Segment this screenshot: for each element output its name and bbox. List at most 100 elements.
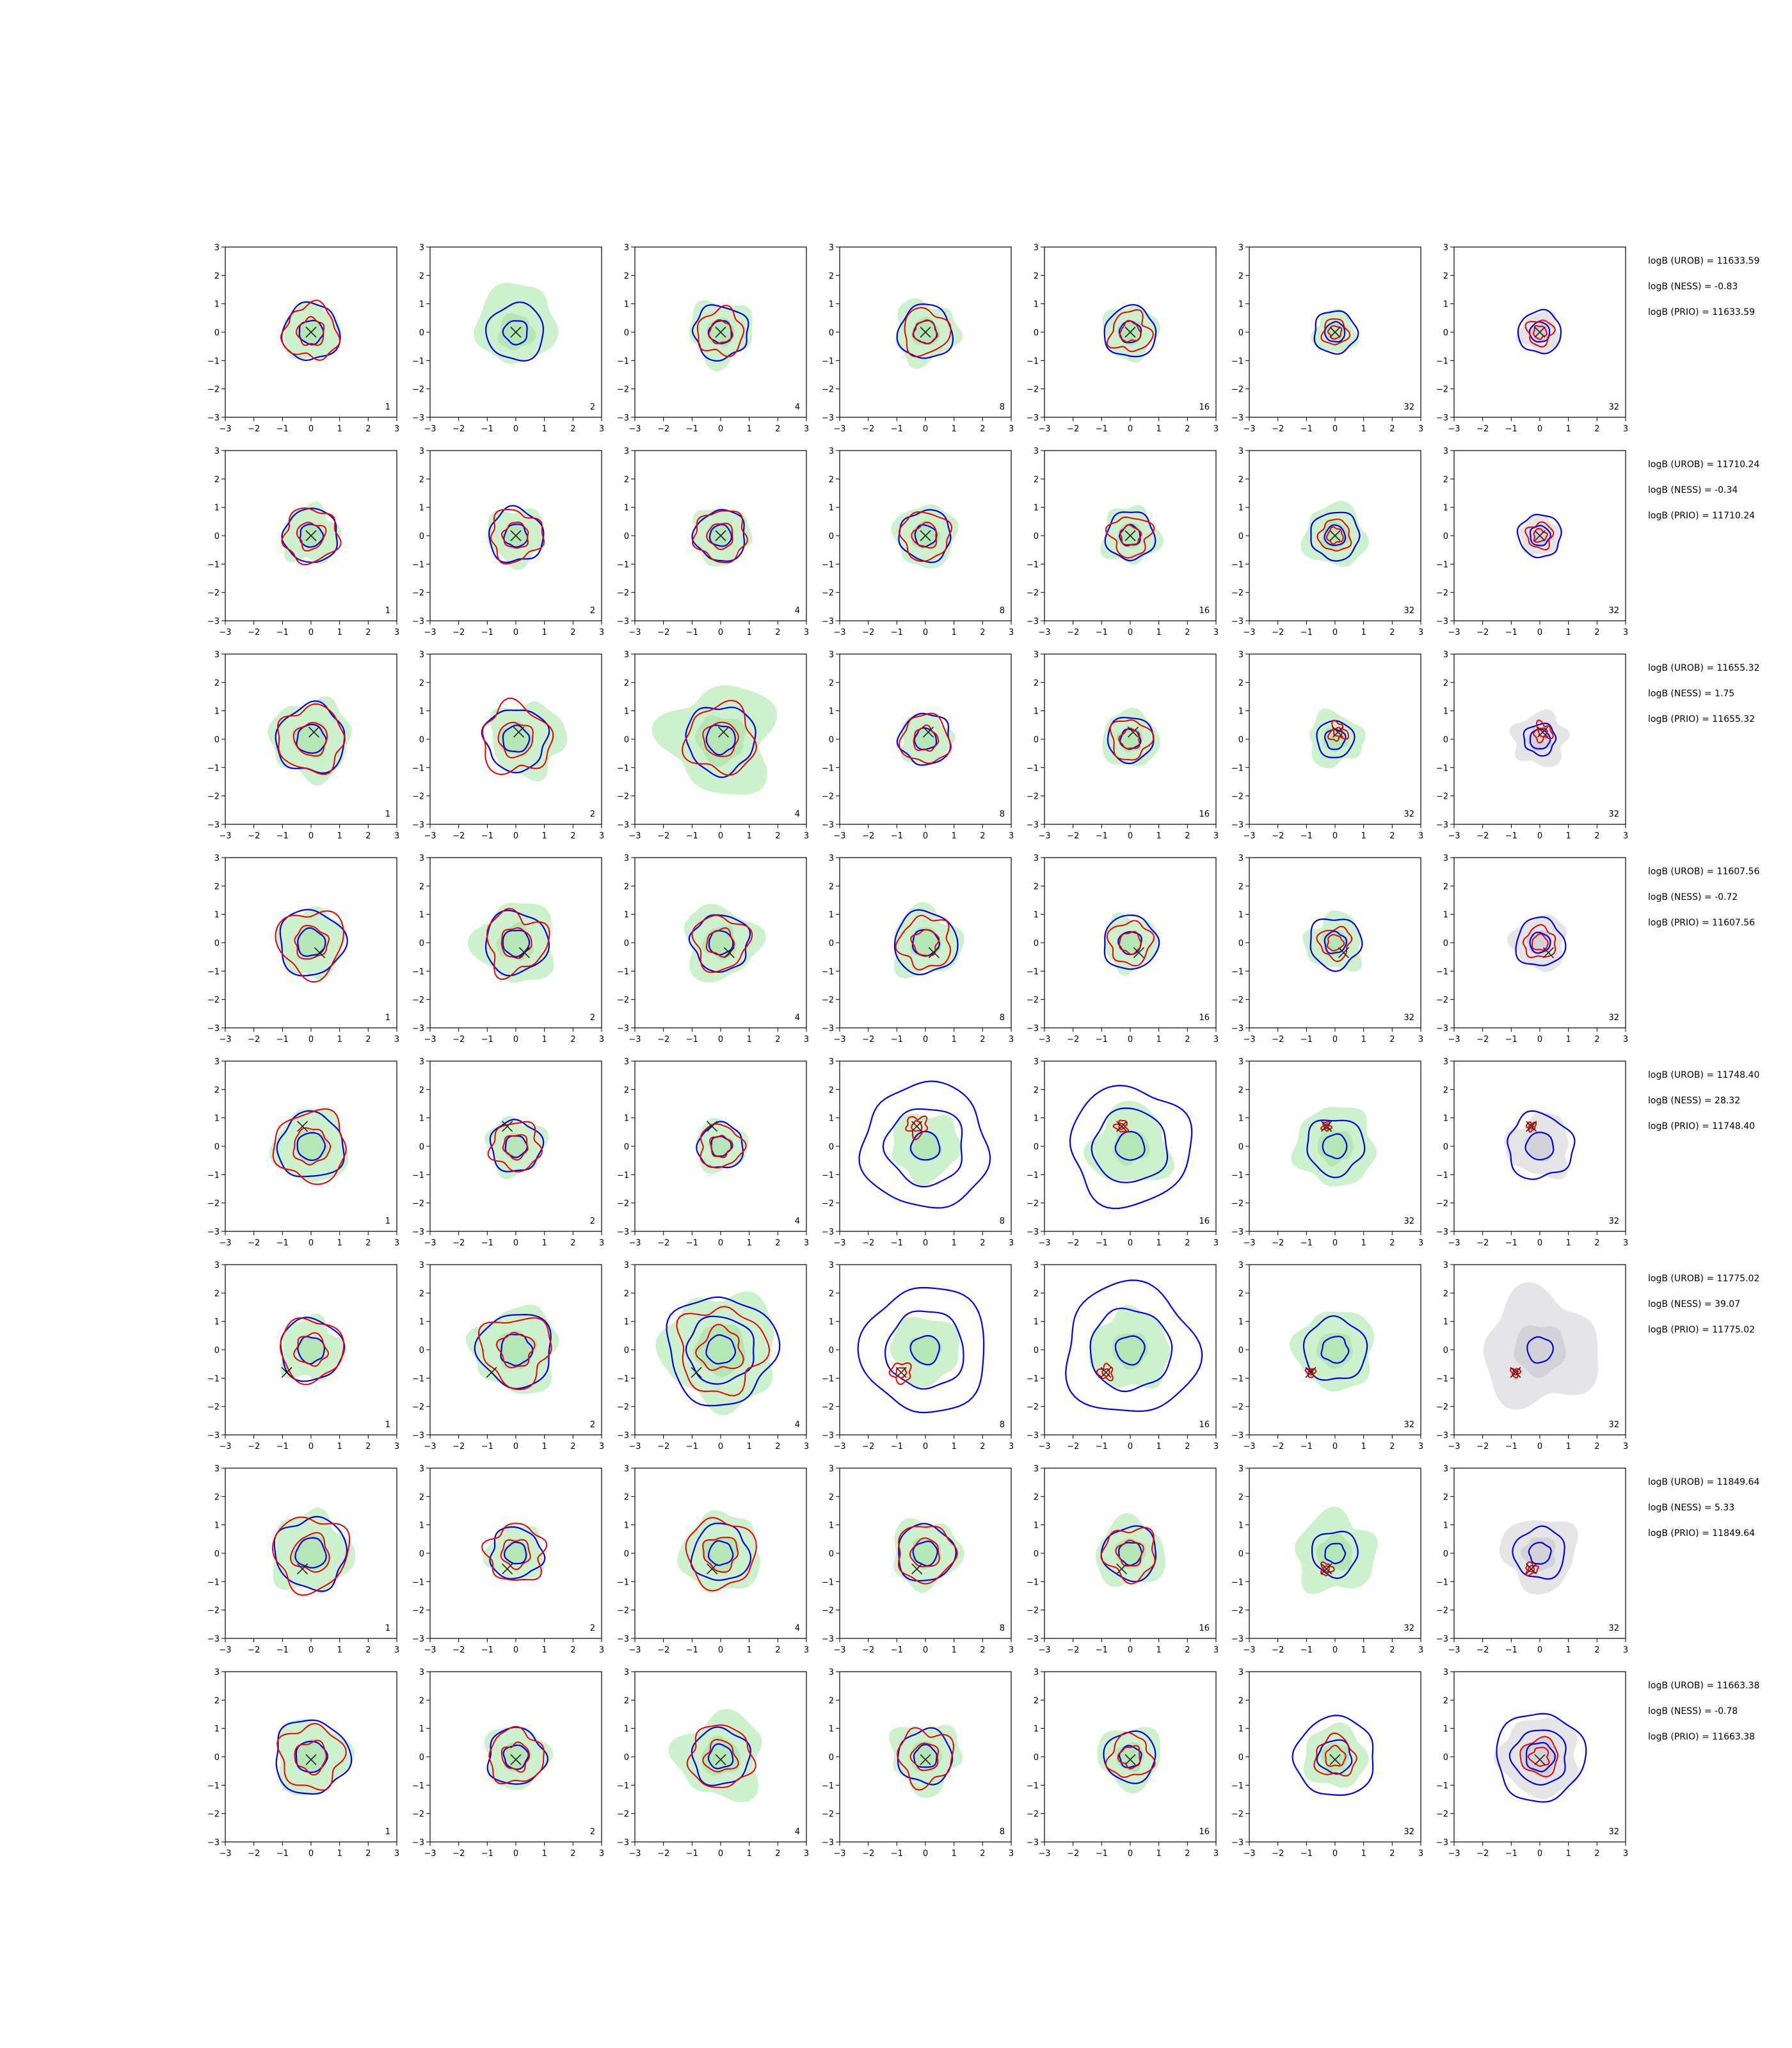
- y-tick-label: 1: [1443, 1114, 1448, 1124]
- x-tick-label: 0: [923, 628, 928, 637]
- true-value-marker: [920, 326, 931, 338]
- x-tick-label: 0: [513, 1442, 518, 1452]
- x-tick-label: 3: [1213, 831, 1219, 841]
- x-tick-label: −3: [1038, 1645, 1050, 1655]
- contour-red-outer: [1525, 1561, 1539, 1576]
- contour-blue-inner: [296, 723, 327, 754]
- panel-r6-c4: −3 −2 −1 0 1 2 3 −3 −2 −1 0 1 2 3 8: [822, 1261, 1014, 1452]
- y-tick-label: −1: [1436, 1578, 1448, 1587]
- contour-red-outer: [1533, 719, 1554, 744]
- panel-size-label: 8: [1000, 1624, 1005, 1633]
- contour-blue-outer: [1311, 1530, 1359, 1580]
- contour-red-inner: [706, 522, 733, 550]
- x-tick-label: 0: [923, 1238, 928, 1248]
- x-tick-label: 2: [1185, 1442, 1190, 1452]
- x-tick-label: 3: [1213, 1849, 1219, 1859]
- y-tick-label: 0: [1443, 1346, 1448, 1356]
- y-tick-label: −3: [412, 1431, 424, 1441]
- plot-area: [275, 1719, 355, 1796]
- x-tick-label: −2: [862, 628, 874, 637]
- true-value-marker: [691, 1366, 702, 1379]
- true-value-marker: [1116, 1121, 1128, 1132]
- x-tick-label: 3: [1213, 1645, 1219, 1655]
- contour-blue-outer: [1517, 308, 1562, 355]
- x-tick-label: −3: [219, 1645, 231, 1655]
- y-tick-label: 3: [1443, 243, 1448, 253]
- y-tick-label: 3: [419, 1261, 424, 1270]
- true-value-marker: [895, 1366, 907, 1379]
- x-tick-label: 2: [570, 1645, 575, 1655]
- x-tick-label: −1: [1505, 1645, 1517, 1655]
- x-tick-label: 1: [952, 831, 957, 841]
- y-tick-label: −3: [617, 413, 629, 423]
- contour-red-inner: [1119, 524, 1142, 547]
- contour-red-outer: [1112, 1119, 1130, 1133]
- x-tick-label: 3: [1623, 1849, 1628, 1859]
- panel-size-label: 32: [1404, 1624, 1414, 1633]
- x-tick-label: 3: [804, 831, 809, 841]
- contour-red-inner: [1327, 325, 1343, 340]
- y-tick-label: 2: [1034, 1492, 1039, 1502]
- x-tick-label: −3: [1448, 1849, 1460, 1859]
- logb-annotation: logB (PRIO) = 11607.56: [1648, 918, 1755, 928]
- y-tick-label: 3: [829, 447, 834, 456]
- x-tick-label: 1: [747, 424, 752, 434]
- x-tick-label: −3: [219, 628, 231, 637]
- contour-blue-inner: [1324, 930, 1348, 954]
- y-tick-label: 1: [1443, 1521, 1448, 1531]
- plot-area: [1102, 708, 1160, 767]
- panel-size-label: 2: [590, 1217, 595, 1226]
- y-tick-label: 0: [1443, 1753, 1448, 1763]
- contour-blue-outer: [691, 1726, 751, 1786]
- y-tick-label: −2: [617, 1810, 629, 1820]
- x-tick-label: 0: [1128, 1238, 1133, 1248]
- y-tick-label: 3: [829, 1668, 834, 1677]
- x-tick-label: 0: [1537, 831, 1542, 841]
- x-tick-label: 3: [394, 1849, 399, 1859]
- x-tick-label: −2: [452, 1238, 465, 1248]
- y-tick-label: 1: [1238, 300, 1244, 310]
- panel-r4-c2: −3 −2 −1 0 1 2 3 −3 −2 −1 0 1 2 3 2: [412, 854, 604, 1044]
- contour-blue-outer: [1515, 916, 1567, 966]
- y-tick-label: 0: [1238, 939, 1244, 948]
- y-tick-label: 0: [419, 1753, 424, 1763]
- true-value-marker: [1329, 326, 1341, 338]
- y-tick-label: 1: [624, 1725, 629, 1734]
- plot-area: [481, 1523, 548, 1583]
- y-tick-label: −3: [617, 1838, 629, 1848]
- contour-red-inner: [1325, 526, 1344, 545]
- plot-area: [1295, 1507, 1378, 1594]
- x-tick-label: −2: [862, 424, 874, 434]
- x-tick-label: −1: [1096, 1849, 1108, 1859]
- x-tick-label: 1: [747, 628, 752, 637]
- contour-red-inner: [500, 522, 529, 549]
- y-tick-label: −1: [207, 1374, 220, 1384]
- x-tick-label: −2: [657, 1645, 669, 1655]
- x-tick-label: −1: [686, 628, 698, 637]
- y-tick-label: −3: [617, 1228, 629, 1237]
- y-tick-label: 0: [1238, 1753, 1244, 1763]
- x-tick-label: 0: [308, 1238, 314, 1248]
- x-tick-label: −2: [452, 831, 465, 841]
- x-tick-label: 3: [1418, 1645, 1423, 1655]
- y-tick-label: 0: [829, 1753, 834, 1763]
- x-tick-label: 1: [1566, 1645, 1571, 1655]
- y-tick-label: 0: [419, 1346, 424, 1356]
- y-tick-label: 1: [624, 1521, 629, 1531]
- x-tick-label: 0: [923, 831, 928, 841]
- panel-r7-c3: −3 −2 −1 0 1 2 3 −3 −2 −1 0 1 2 3 4: [617, 1464, 809, 1655]
- y-tick-label: 2: [829, 1696, 834, 1706]
- x-tick-label: −3: [219, 831, 231, 841]
- x-tick-label: 2: [775, 424, 780, 434]
- x-tick-label: 1: [1361, 1645, 1366, 1655]
- y-tick-label: 0: [829, 532, 834, 541]
- plot-area: [271, 1507, 356, 1596]
- y-tick-label: −2: [617, 996, 629, 1005]
- panel-size-label: 8: [1000, 1827, 1005, 1837]
- y-tick-label: −2: [1231, 1606, 1244, 1616]
- x-tick-label: −2: [1272, 1238, 1284, 1248]
- y-tick-label: 3: [419, 447, 424, 456]
- y-tick-label: 2: [829, 882, 834, 892]
- logb-annotation: logB (UROB) = 11775.02: [1648, 1274, 1759, 1284]
- contour-blue-inner: [1508, 1729, 1567, 1786]
